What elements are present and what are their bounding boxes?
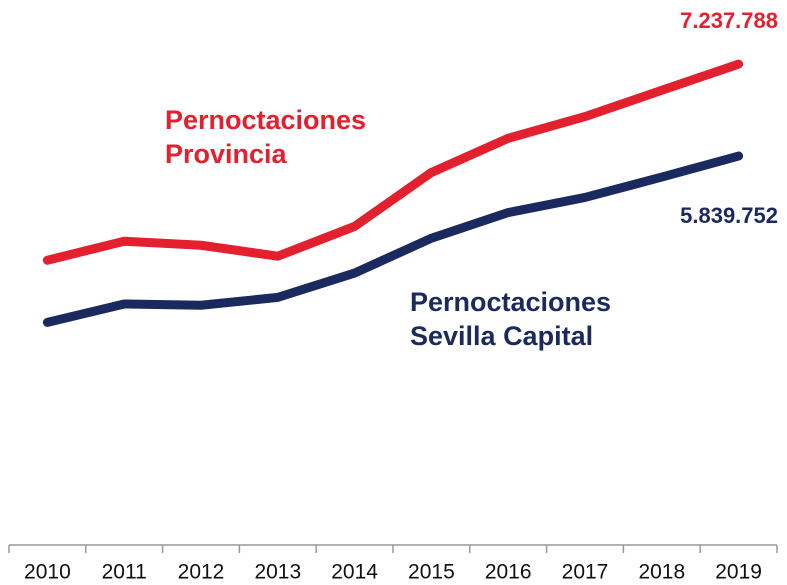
x-tick-label: 2011 [102,561,147,584]
x-tick-label: 2017 [562,561,609,584]
series-label: Pernoctaciones Sevilla Capital [410,287,611,351]
series-line [42,151,744,327]
value-label: 7.237.788 [680,8,778,33]
x-tick-label: 2013 [254,561,301,584]
x-tick-label: 2015 [408,561,455,584]
x-tick-label: 2016 [485,561,532,584]
x-tick-label: 2012 [178,561,225,584]
x-tick-label: 2018 [638,561,685,584]
series-label: Pernoctaciones Provincia [165,105,366,169]
value-label: 5.839.752 [680,203,778,228]
x-tick-label: 2019 [715,561,762,584]
series-line [42,59,744,265]
x-tick-label: 2014 [331,561,378,584]
x-tick-label: 2010 [24,561,71,584]
